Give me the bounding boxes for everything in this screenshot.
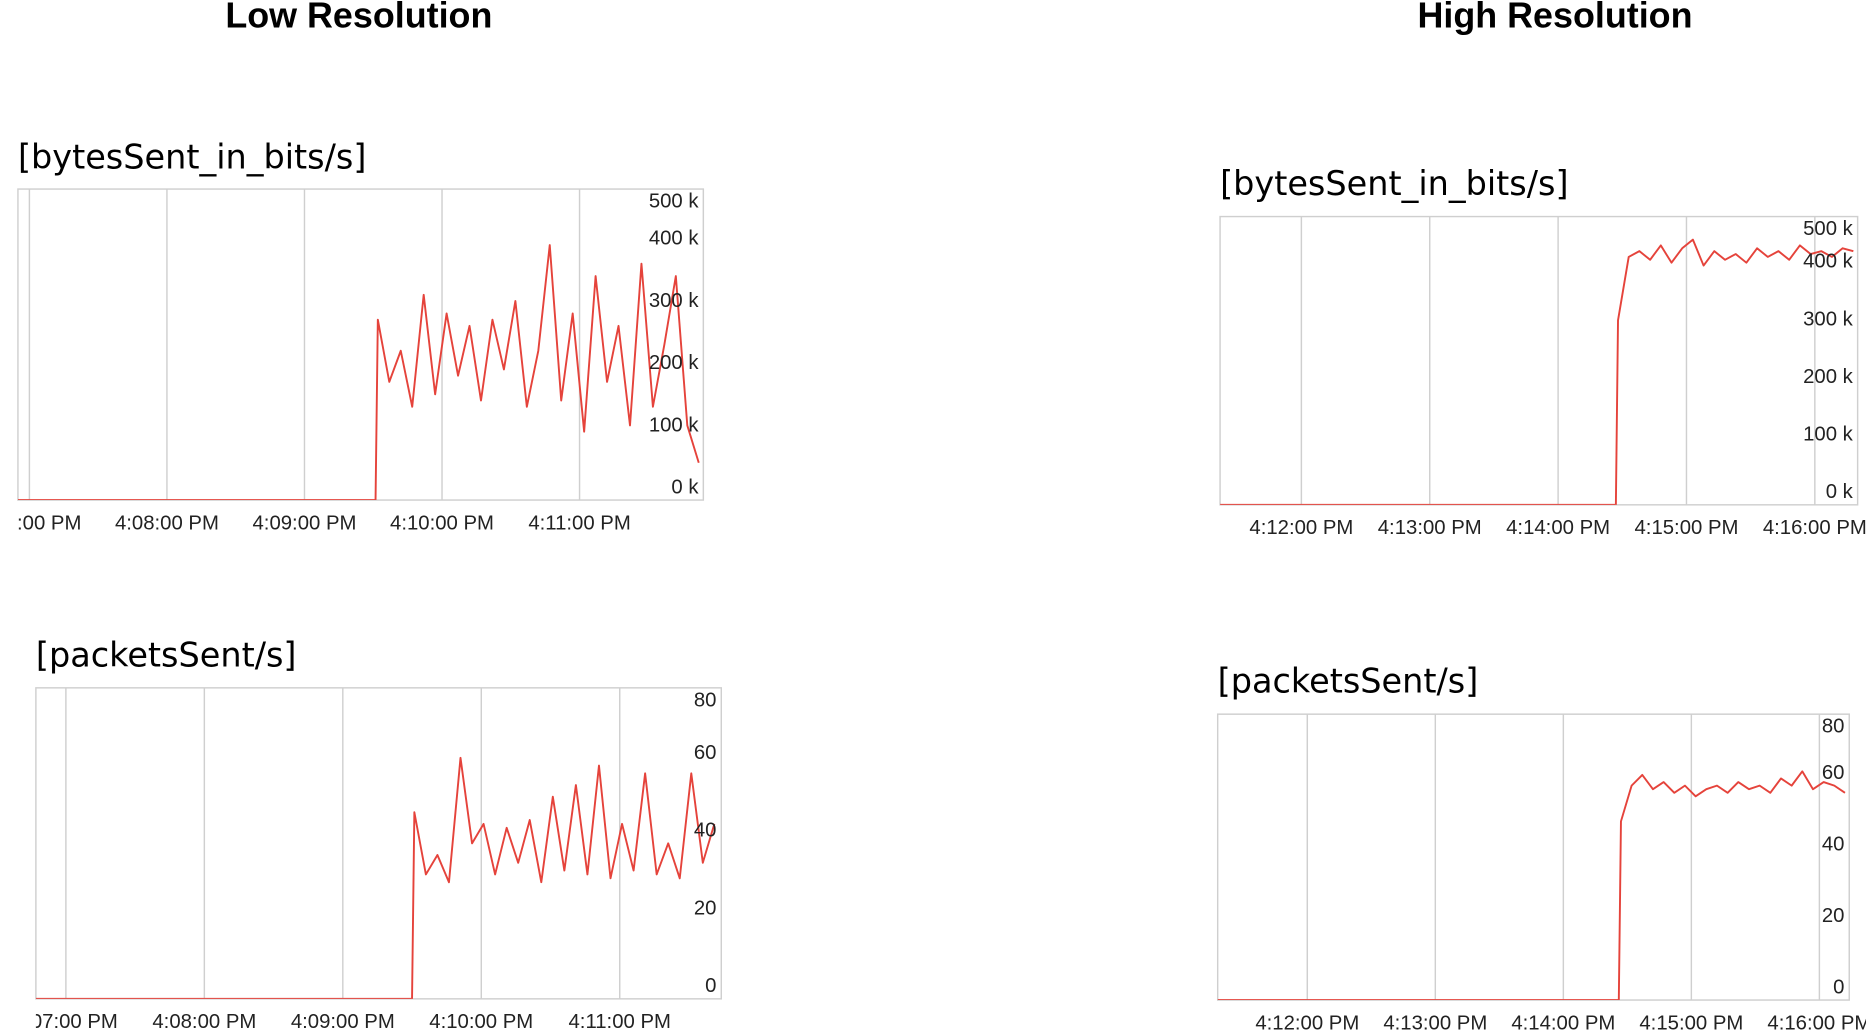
chart-title: [packetsSent/s]: [36, 635, 297, 674]
x-tick-label: 4:15:00 PM: [1634, 517, 1738, 539]
chart: [bytesSent_in_bits/s] 4:07:00 PM 4:08:00 P…: [0, 138, 705, 534]
y-tick-label: 100 k: [649, 414, 700, 436]
y-tick-label: 300 k: [649, 290, 700, 312]
x-axis: 4:12:00 PM 4:13:00 PM 4:14:00 PM 4:15:00 PM…: [1249, 517, 1866, 539]
y-tick-label: 40: [1822, 834, 1845, 856]
chart: [packetsSent/s] 4:07:00 PM 4:08:00 PM 4:09:…: [14, 635, 722, 1030]
chart: [bytesSent_in_bits/s] 4:12:00 PM 4:13:00 P…: [1219, 164, 1866, 539]
x-tick-label: 4:07:00 PM: [0, 512, 81, 534]
data-line: [17, 244, 700, 501]
chart: [packetsSent/s] 4:12:00 PM 4:13:00 PM 4:14:…: [1216, 662, 1866, 1030]
plot-frame: [1216, 713, 1850, 1001]
x-tick-label: 4:10:00 PM: [429, 1011, 533, 1030]
y-tick-label: 400 k: [1803, 251, 1854, 273]
x-tick-label: 4:13:00 PM: [1383, 1012, 1487, 1030]
y-tick-label: 300 k: [1803, 308, 1854, 330]
plot-area: [1217, 770, 1846, 1001]
y-tick-label: 400 k: [649, 228, 700, 250]
x-tick-label: 4:07:00 PM: [14, 1011, 118, 1030]
y-tick-label: 200 k: [649, 352, 700, 374]
x-tick-label: 4:08:00 PM: [152, 1011, 256, 1030]
x-tick-label: 4:10:00 PM: [390, 512, 494, 534]
y-tick-label: 0 k: [671, 476, 699, 498]
y-tick-label: 500 k: [649, 191, 700, 213]
x-tick-label: 4:09:00 PM: [252, 512, 356, 534]
x-axis: 4:07:00 PM 4:08:00 PM 4:09:00 PM 4:10:00 PM…: [0, 512, 631, 534]
y-tick-label: 40: [694, 820, 717, 842]
x-tick-label: 4:15:00 PM: [1639, 1012, 1743, 1030]
data-line: [1220, 238, 1854, 505]
y-tick-label: 500 k: [1803, 218, 1854, 240]
y-tick-label: 200 k: [1803, 366, 1854, 388]
column-title: High Resolution: [1417, 0, 1692, 35]
y-tick-label: 0: [705, 975, 716, 997]
y-tick-label: 0 k: [1826, 481, 1854, 503]
y-tick-label: 80: [694, 689, 717, 711]
x-tick-label: 4:09:00 PM: [291, 1011, 395, 1030]
plot-area: [1220, 238, 1854, 505]
y-tick-label: 20: [1822, 905, 1845, 927]
x-tick-label: 4:13:00 PM: [1378, 517, 1482, 539]
y-tick-label: 20: [694, 898, 717, 920]
y-tick-label: 80: [1822, 716, 1845, 738]
x-tick-label: 4:11:00 PM: [528, 512, 630, 534]
x-tick-label: 4:08:00 PM: [115, 512, 219, 534]
x-tick-label: 4:14:00 PM: [1511, 1012, 1615, 1030]
y-tick-label: 0: [1833, 976, 1844, 998]
chart-title: [bytesSent_in_bits/s]: [1220, 164, 1568, 203]
plot-frame: [1219, 215, 1859, 506]
x-tick-label: 4:12:00 PM: [1249, 517, 1353, 539]
x-tick-label: 4:12:00 PM: [1255, 1012, 1359, 1030]
x-axis: 4:07:00 PM 4:08:00 PM 4:09:00 PM 4:10:00 PM…: [14, 1011, 671, 1030]
chart-title: [bytesSent_in_bits/s]: [18, 138, 366, 177]
y-tick-label: 60: [694, 742, 717, 764]
plot-area: [35, 756, 716, 999]
plot-area: [17, 244, 700, 501]
column-title: Low Resolution: [225, 0, 492, 35]
data-line: [1217, 770, 1846, 1001]
plot-frame: [17, 188, 705, 501]
x-axis: 4:12:00 PM 4:13:00 PM 4:14:00 PM 4:15:00 PM…: [1255, 1012, 1866, 1030]
x-tick-label: 4:16:00 PM: [1763, 517, 1866, 539]
chart-title: [packetsSent/s]: [1218, 662, 1479, 701]
y-tick-label: 60: [1822, 762, 1845, 784]
y-tick-label: 100 k: [1803, 424, 1854, 446]
x-tick-label: 4:16:00 PM: [1767, 1012, 1866, 1030]
x-tick-label: 4:11:00 PM: [569, 1011, 671, 1030]
x-tick-label: 4:14:00 PM: [1506, 517, 1610, 539]
data-line: [35, 756, 716, 999]
